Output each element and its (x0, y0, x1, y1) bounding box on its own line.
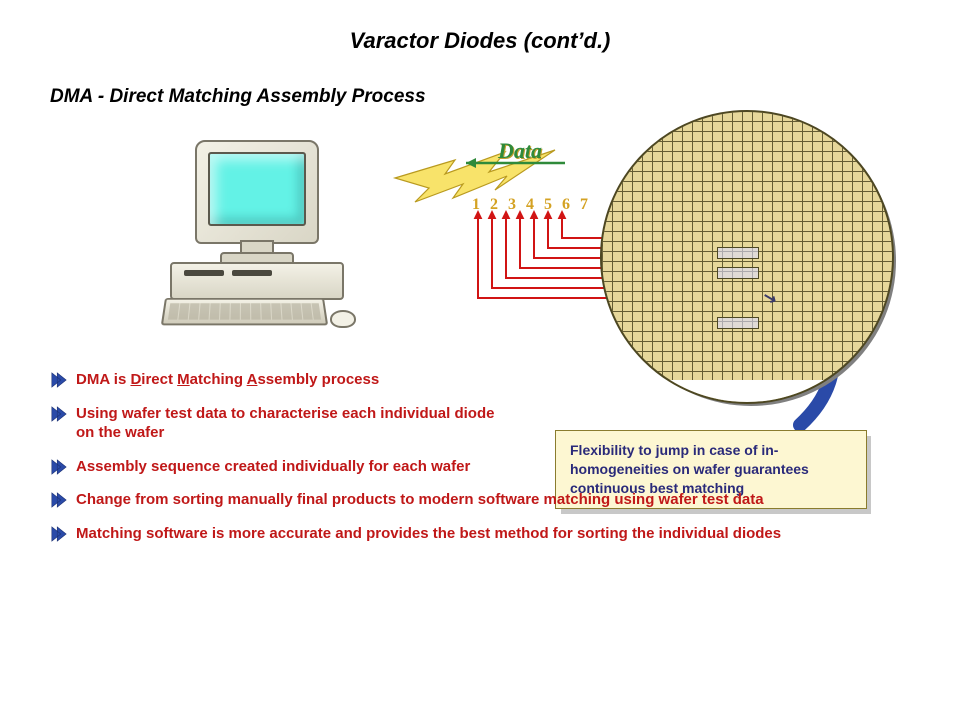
bullet-text: Change from sorting manually final produ… (76, 490, 764, 510)
bullet-marker-icon (50, 525, 68, 543)
bullet-item: Change from sorting manually final produ… (50, 490, 920, 510)
wafer-highlight-row (717, 267, 759, 279)
wafer-disc: ↘ (600, 110, 894, 404)
bullet-marker-icon (50, 491, 68, 509)
slide-subtitle: DMA - Direct Matching Assembly Process (50, 86, 426, 108)
bullet-list: DMA is Direct Matching Assembly process U… (50, 370, 920, 557)
data-numbers: 1 2 3 4 5 6 7 (472, 196, 591, 214)
bullet-text: DMA is Direct Matching Assembly process (76, 370, 379, 390)
wafer-illustration: ↘ (600, 110, 900, 410)
slide-container: Varactor Diodes (cont’d.) DMA - Direct M… (0, 0, 960, 720)
wafer-highlight-row (717, 317, 759, 329)
computer-illustration (150, 140, 370, 330)
bullet-item: Using wafer test data to characterise ea… (50, 404, 920, 443)
wafer-highlight-row (717, 247, 759, 259)
bullet-marker-icon (50, 458, 68, 476)
system-unit (170, 262, 344, 300)
bullet-text: Assembly sequence created individually f… (76, 457, 470, 477)
wafer-skip-mark: ↘ (761, 286, 778, 301)
keyboard (161, 298, 328, 325)
bullet-marker-icon (50, 405, 68, 423)
mouse (330, 310, 356, 328)
bullet-text: Using wafer test data to characterise ea… (76, 404, 506, 443)
wafer-data-arrow (478, 212, 620, 298)
bullet-item: Assembly sequence created individually f… (50, 457, 920, 477)
slide-title: Varactor Diodes (cont’d.) (0, 28, 960, 54)
bullet-text: Matching software is more accurate and p… (76, 524, 781, 544)
data-label: Data (498, 138, 542, 164)
bullet-item: DMA is Direct Matching Assembly process (50, 370, 920, 390)
monitor-screen (208, 152, 306, 226)
bullet-item: Matching software is more accurate and p… (50, 524, 920, 544)
bullet-marker-icon (50, 371, 68, 389)
